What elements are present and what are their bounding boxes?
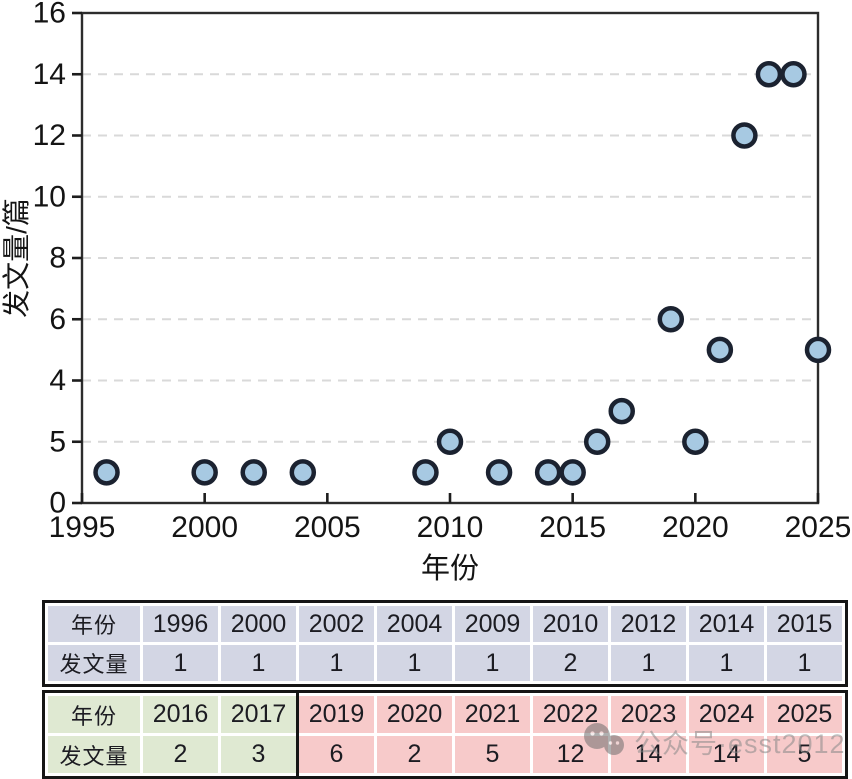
data-point <box>485 459 513 486</box>
count-cell: 1 <box>299 645 374 681</box>
year-cell: 2019 <box>299 696 374 733</box>
table-row: 年份 1996 2000 2002 2004 2009 2010 2012 2014 2015 <box>48 606 842 642</box>
row-label-count: 发文量 <box>48 736 140 773</box>
count-cell: 1 <box>221 645 296 681</box>
row-label-year: 年份 <box>48 606 140 642</box>
count-cell: 3 <box>221 736 296 773</box>
y-tick-label: 4 <box>49 364 66 397</box>
data-point <box>191 459 218 486</box>
data-point <box>412 459 439 486</box>
x-tick-label: 2015 <box>539 511 606 544</box>
y-tick-label: 6 <box>49 303 66 336</box>
data-point <box>731 122 758 149</box>
data-point <box>780 61 807 88</box>
data-point <box>93 459 120 486</box>
row-label-count: 发文量 <box>48 645 140 681</box>
data-point <box>240 459 267 486</box>
count-cell: 1 <box>611 645 686 681</box>
y-tick-label: 14 <box>33 58 66 91</box>
year-cell: 2023 <box>611 696 686 733</box>
data-table-2016-2025: 年份 2016 2017 2019 2020 2021 2022 2023 2024 2025 发文… <box>42 690 848 779</box>
count-cell: 1 <box>143 645 218 681</box>
y-tick-label: 10 <box>33 180 66 213</box>
count-cell: 5 <box>455 736 530 773</box>
data-point <box>534 459 562 486</box>
year-cell: 2016 <box>143 696 218 733</box>
x-tick-label: 2005 <box>294 511 361 544</box>
year-cell: 2024 <box>689 696 764 733</box>
data-point <box>289 459 317 486</box>
row-label-year: 年份 <box>48 696 140 733</box>
y-axis-title: 发文量/篇 <box>1 198 32 318</box>
y-tick-label: 12 <box>33 119 66 152</box>
data-point <box>706 336 734 364</box>
table-row: 发文量 2 3 6 2 5 12 14 14 5 <box>48 736 842 773</box>
year-cell: 2002 <box>299 606 374 642</box>
count-cell: 6 <box>299 736 374 773</box>
table-row: 发文量 1 1 1 1 1 2 1 1 1 <box>48 645 842 681</box>
year-cell: 2014 <box>689 606 764 642</box>
y-tick-label: 16 <box>33 0 66 30</box>
data-point <box>559 459 586 486</box>
year-cell: 2010 <box>533 606 608 642</box>
x-tick-label: 2025 <box>785 511 852 544</box>
year-cell: 2000 <box>221 606 296 642</box>
x-tick-label: 2020 <box>662 511 729 544</box>
year-cell: 2022 <box>533 696 608 733</box>
data-point <box>608 397 635 425</box>
scatter-chart: 0 5 4 6 8 10 12 14 16 1995 2000 2005 2010 2015 2020 202… <box>1 0 852 585</box>
data-point <box>755 61 783 88</box>
chart-area: 0 5 4 6 8 10 12 14 16 1995 2000 2005 2010 2015 2020 202… <box>1 0 852 585</box>
count-cell: 12 <box>533 736 608 773</box>
x-tick-label: 2000 <box>171 511 238 544</box>
year-cell: 2009 <box>455 606 530 642</box>
count-cell: 2 <box>143 736 218 773</box>
table-row: 年份 2016 2017 2019 2020 2021 2022 2023 2024 2025 <box>48 696 842 733</box>
year-cell: 2004 <box>377 606 452 642</box>
y-tick-label: 5 <box>49 425 66 458</box>
x-axis-title: 年份 <box>421 552 479 585</box>
year-cell: 2012 <box>611 606 686 642</box>
count-cell: 14 <box>689 736 764 773</box>
count-cell: 1 <box>455 645 530 681</box>
year-cell: 2015 <box>767 606 842 642</box>
year-cell: 2025 <box>767 696 842 733</box>
year-cell: 2021 <box>455 696 530 733</box>
count-cell: 14 <box>611 736 686 773</box>
y-tick-label: 8 <box>49 242 66 275</box>
data-point <box>583 428 611 455</box>
count-cell: 1 <box>767 645 842 681</box>
data-point <box>436 428 464 455</box>
year-cell: 2017 <box>221 696 296 733</box>
count-cell: 2 <box>533 645 608 681</box>
data-point <box>682 428 709 455</box>
year-cell: 1996 <box>143 606 218 642</box>
x-tick-label: 2010 <box>417 511 484 544</box>
data-point <box>804 336 832 364</box>
data-point <box>657 306 685 333</box>
count-cell: 1 <box>377 645 452 681</box>
count-cell: 5 <box>767 736 842 773</box>
year-cell: 2020 <box>377 696 452 733</box>
data-table-1996-2015: 年份 1996 2000 2002 2004 2009 2010 2012 2014 2015 发文… <box>42 600 848 687</box>
y-tick-label: 0 <box>49 487 66 520</box>
count-cell: 1 <box>689 645 764 681</box>
count-cell: 2 <box>377 736 452 773</box>
x-tick-label: 1995 <box>49 511 116 544</box>
